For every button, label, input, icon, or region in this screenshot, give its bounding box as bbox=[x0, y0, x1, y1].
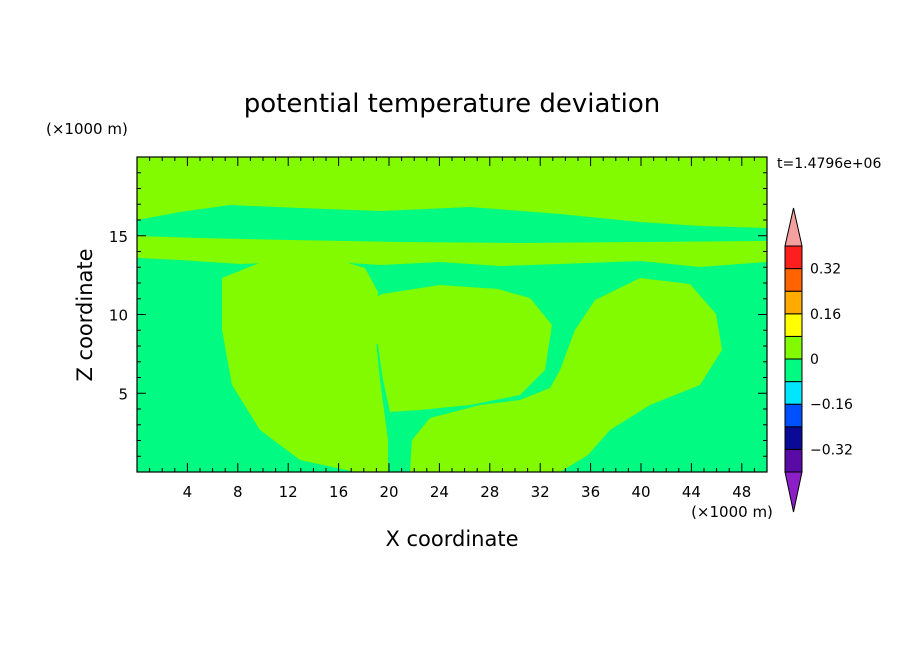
x-tick-label: 12 bbox=[279, 483, 298, 501]
colorbar-under-triangle bbox=[784, 471, 803, 513]
colorbar-label: 0.32 bbox=[810, 262, 841, 278]
colorbar-segment bbox=[784, 313, 803, 337]
z-unit-label: (×1000 m) bbox=[46, 120, 128, 138]
region-right-plume bbox=[342, 285, 552, 412]
region-central-plume bbox=[222, 256, 388, 472]
x-tick-label: 48 bbox=[732, 483, 751, 501]
x-axis-label: X coordinate bbox=[385, 527, 518, 551]
colorbar-label: 0 bbox=[810, 352, 819, 368]
x-unit-label: (×1000 m) bbox=[691, 503, 773, 521]
colorbar-label: 0.16 bbox=[810, 307, 841, 323]
colorbar-segment bbox=[784, 403, 803, 428]
colorbar-segment bbox=[784, 290, 803, 315]
colorbar-segment bbox=[784, 335, 803, 360]
region-upper-band bbox=[137, 157, 767, 228]
x-tick-label: 16 bbox=[329, 483, 348, 501]
colorbar-segment bbox=[784, 245, 803, 270]
colorbar: −0.32 −0.16 0 0.16 0.32 bbox=[784, 207, 853, 513]
x-tick-label: 44 bbox=[682, 483, 701, 501]
x-tick-label: 24 bbox=[430, 483, 449, 501]
z-tick-label: 10 bbox=[109, 307, 128, 325]
chart-title: potential temperature deviation bbox=[244, 89, 660, 119]
colorbar-segment bbox=[784, 448, 803, 473]
colorbar-segment bbox=[784, 381, 803, 405]
z-axis-label: Z coordinate bbox=[73, 248, 97, 381]
x-tick-label: 20 bbox=[379, 483, 398, 501]
axis-ticks bbox=[137, 157, 767, 472]
region-lower-right-lobe bbox=[410, 278, 722, 472]
x-tick-labels: 4 8 12 16 20 24 28 32 36 40 44 48 bbox=[183, 483, 752, 501]
x-tick-label: 28 bbox=[480, 483, 499, 501]
colorbar-segment bbox=[784, 268, 803, 292]
x-tick-label: 40 bbox=[631, 483, 650, 501]
colorbar-segment bbox=[784, 426, 803, 450]
x-tick-label: 8 bbox=[233, 483, 243, 501]
field bbox=[137, 157, 767, 472]
time-label: t=1.4796e+06 bbox=[777, 156, 881, 172]
colorbar-label: −0.16 bbox=[810, 397, 853, 413]
z-tick-label: 15 bbox=[109, 228, 128, 246]
x-tick-label: 36 bbox=[581, 483, 600, 501]
x-tick-label: 32 bbox=[531, 483, 550, 501]
colorbar-over-triangle bbox=[784, 207, 803, 247]
z-tick-label: 5 bbox=[118, 385, 128, 403]
colorbar-segment bbox=[784, 358, 803, 383]
x-tick-label: 4 bbox=[183, 483, 193, 501]
colorbar-label: −0.32 bbox=[810, 442, 853, 458]
z-tick-labels: 5 10 15 bbox=[109, 228, 128, 404]
